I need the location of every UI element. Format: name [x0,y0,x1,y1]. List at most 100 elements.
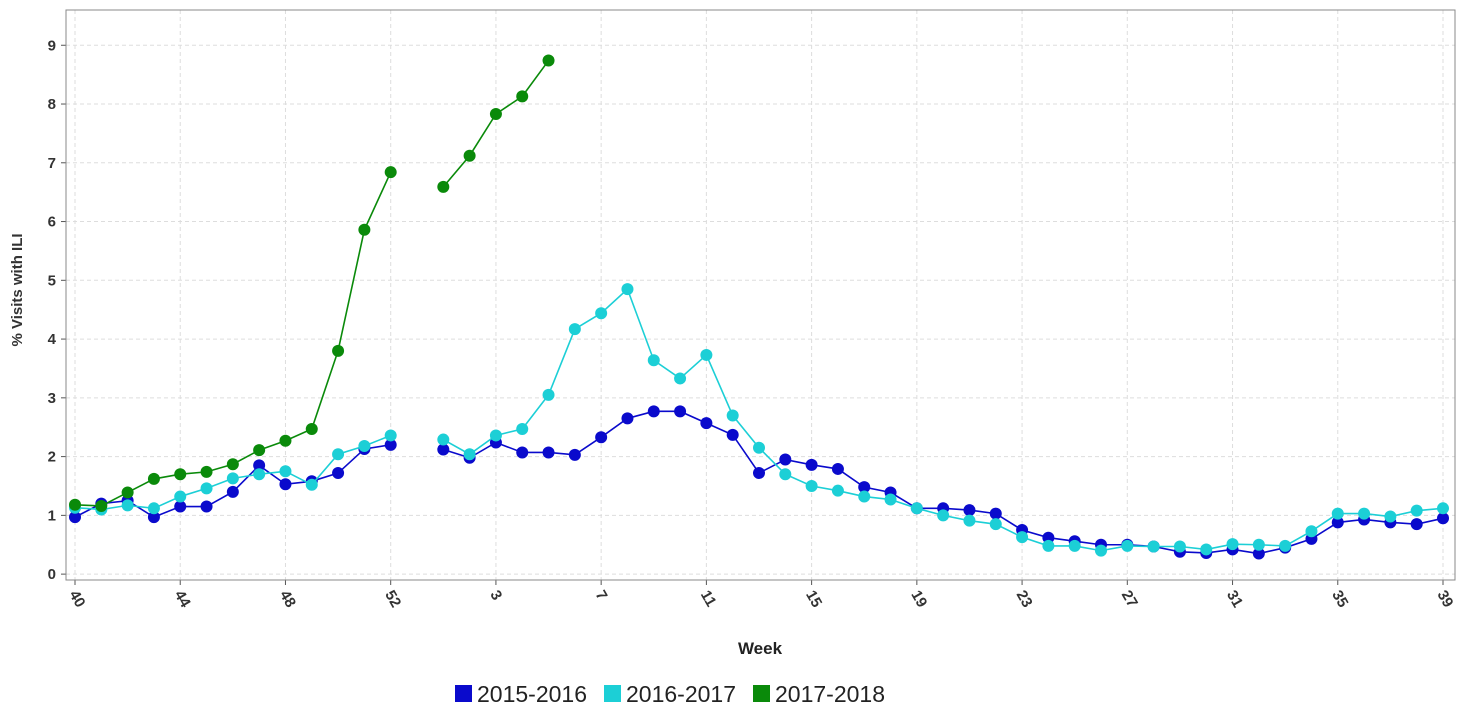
data-point [884,493,897,506]
data-point [1279,539,1292,552]
data-point [753,467,765,480]
data-point [253,444,266,457]
data-point [358,440,371,453]
data-point [726,428,739,441]
data-point [674,372,687,385]
data-point [305,478,318,491]
data-point [489,429,502,442]
data-point [805,458,818,471]
data-point [1331,516,1344,529]
data-point [700,417,713,430]
data-point [200,465,213,478]
y-tick-label: 5 [48,272,56,289]
plot-frame [65,9,1456,581]
data-point [174,500,187,513]
data-point [989,507,1002,520]
data-point [595,431,608,444]
data-point [1331,507,1344,520]
legend-label: 2016-2017 [626,681,736,707]
data-point [226,472,239,485]
data-point [1252,547,1265,560]
x-tick-label: 48 [276,588,299,611]
data-point [1042,531,1055,544]
data-point [226,458,239,471]
data-point [542,446,555,459]
data-point [174,490,187,503]
data-point [1358,507,1371,520]
data-point [121,486,134,499]
plot-area [66,10,1455,580]
data-point [805,479,818,492]
data-point [384,438,397,451]
x-tick-label: 15 [802,588,825,611]
data-point [174,468,187,481]
data-point [542,388,555,401]
x-tick-label: 40 [66,588,89,611]
data-point [332,344,345,357]
data-point [437,443,450,456]
data-point [989,518,1002,531]
x-tick-label: 31 [1223,588,1246,611]
x-tick-label: 23 [1013,588,1036,611]
data-point [568,448,581,461]
data-point [384,166,397,179]
data-point [121,499,134,512]
data-point [253,459,266,472]
data-point [858,481,871,494]
data-point [147,502,160,515]
data-point [779,453,792,466]
legend-swatch [455,685,472,702]
data-point [831,462,844,475]
data-point [1437,502,1449,515]
data-point [489,108,502,121]
data-point [910,502,923,515]
data-point [1095,544,1107,557]
data-point [595,307,608,320]
data-point [279,478,292,491]
data-point [1121,539,1134,552]
data-point [200,500,213,513]
data-point [463,149,476,162]
data-point [95,499,108,512]
data-point [1068,539,1081,552]
data-point [858,490,871,503]
data-point [542,54,555,67]
data-point [253,468,266,481]
data-point [147,472,160,485]
x-tick-label: 7 [592,588,611,604]
data-point [726,409,739,422]
y-tick-label: 6 [48,214,56,231]
x-tick-label: 19 [907,588,930,611]
x-tick-label: 27 [1118,588,1141,611]
data-point [753,441,765,454]
x-axis-label: Week [738,639,783,658]
y-tick-label: 7 [48,155,56,172]
data-point [69,498,81,511]
y-tick-label: 9 [48,37,56,54]
data-point [1016,531,1029,544]
x-tick-label: 52 [381,588,404,611]
data-point [200,482,213,495]
data-point [1252,538,1265,551]
data-point [1147,540,1160,553]
data-point [831,484,844,497]
data-point [69,511,81,524]
data-point [779,468,792,481]
data-point [568,323,581,336]
data-point [937,509,950,522]
data-point [1226,538,1239,551]
data-point [1042,539,1055,552]
x-tick-label: 44 [171,588,194,612]
data-point [437,180,450,193]
legend-label: 2015-2016 [477,681,587,707]
legend-swatch [604,685,621,702]
x-tick-label: 3 [486,588,505,604]
data-point [437,433,450,446]
data-point [226,485,239,498]
x-tick-label: 11 [697,588,720,610]
x-tick-label: 39 [1434,588,1457,611]
data-point [279,434,292,447]
data-point [279,465,292,478]
x-tick-label: 35 [1328,588,1351,611]
